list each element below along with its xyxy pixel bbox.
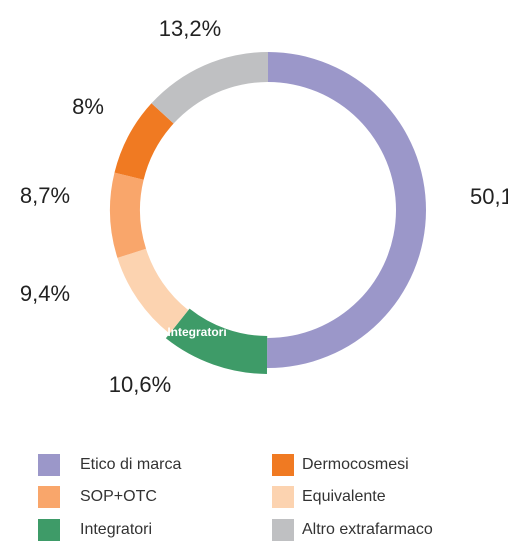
value-label: 13,2% [159, 16, 221, 41]
donut-segment [117, 248, 189, 334]
legend-label: Integratori [80, 521, 152, 538]
donut-segment [165, 308, 268, 374]
value-label: 8% [72, 94, 104, 119]
legend-swatch [272, 454, 294, 476]
donut-segment [110, 172, 147, 258]
value-label: 50,1% [470, 184, 508, 209]
legend-swatch [38, 454, 60, 476]
segment-callout: Integratori [167, 325, 226, 339]
donut-segment [267, 52, 427, 369]
donut-segment [151, 52, 268, 124]
value-label: 9,4% [20, 281, 70, 306]
legend-swatch [38, 486, 60, 508]
legend-label: Dermocosmesi [302, 456, 409, 473]
legend-label: Etico di marca [80, 456, 181, 473]
legend-swatch [38, 519, 60, 541]
legend-swatch [272, 486, 294, 508]
value-label: 8,7% [20, 183, 70, 208]
value-label: 10,6% [109, 372, 171, 397]
legend-label: Altro extrafarmaco [302, 521, 433, 538]
donut-segment [114, 103, 174, 180]
legend-label: Equivalente [302, 488, 386, 505]
legend-label: SOP+OTC [80, 488, 157, 505]
legend-swatch [272, 519, 294, 541]
